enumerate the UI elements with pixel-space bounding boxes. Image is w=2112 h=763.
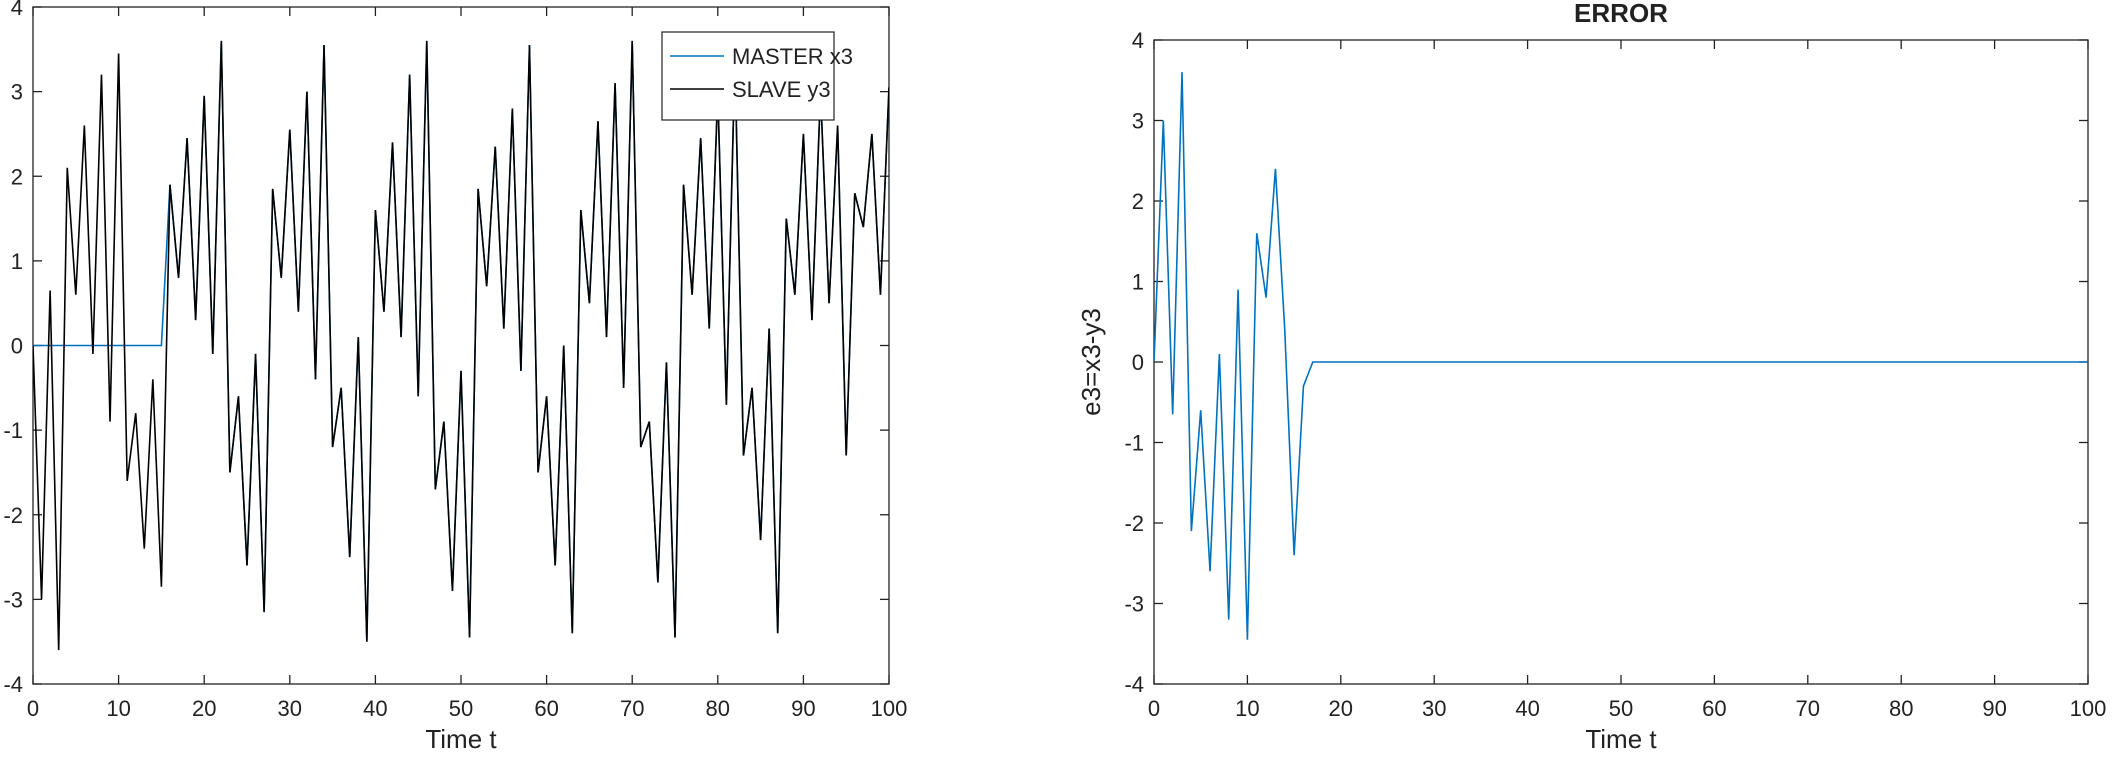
x-tick-label: 20 <box>192 696 216 721</box>
x-tick-label: 60 <box>1702 696 1726 721</box>
y-tick-label: 2 <box>1132 189 1144 214</box>
y-tick-label: -2 <box>3 503 23 528</box>
y-tick-label: -3 <box>1124 592 1144 617</box>
data-line <box>33 40 889 651</box>
legend-label: MASTER x3 <box>732 44 853 69</box>
y-tick-label: -4 <box>1124 672 1144 697</box>
x-tick-label: 40 <box>363 696 387 721</box>
x-tick-label: 80 <box>706 696 730 721</box>
legend <box>661 31 835 121</box>
x-tick-label: 90 <box>1982 696 2006 721</box>
y-tick-label: -4 <box>3 672 23 697</box>
y-tick-label: 1 <box>11 249 23 274</box>
y-tick-label: 3 <box>1132 109 1144 134</box>
x-tick-label: 10 <box>1235 696 1259 721</box>
x-tick-label: 30 <box>278 696 302 721</box>
legend-label: SLAVE y3 <box>732 77 831 102</box>
y-tick-label: -1 <box>1124 431 1144 456</box>
data-line <box>1154 72 2088 640</box>
y-tick-label: 0 <box>1132 350 1144 375</box>
x-tick-label: 60 <box>534 696 558 721</box>
x-tick-label: 0 <box>27 696 39 721</box>
y-tick-label: 2 <box>11 164 23 189</box>
y-tick-label: -3 <box>3 587 23 612</box>
x-tick-label: 80 <box>1889 696 1913 721</box>
y-tick-label: 1 <box>1132 270 1144 295</box>
x-tick-label: 50 <box>449 696 473 721</box>
x-tick-label: 10 <box>106 696 130 721</box>
y-axis-label: e3=x3-y3 <box>1076 308 1106 416</box>
x-axis-label: Time t <box>425 724 497 754</box>
x-tick-label: 50 <box>1609 696 1633 721</box>
x-tick-label: 40 <box>1515 696 1539 721</box>
y-tick-label: 4 <box>11 0 23 20</box>
x-tick-label: 20 <box>1329 696 1353 721</box>
y-tick-label: 3 <box>11 80 23 105</box>
x-tick-label: 70 <box>1796 696 1820 721</box>
x-tick-label: 100 <box>871 696 908 721</box>
y-tick-label: -1 <box>3 418 23 443</box>
y-tick-label: 0 <box>11 334 23 359</box>
y-tick-label: 4 <box>1132 28 1144 53</box>
y-tick-label: -2 <box>1124 511 1144 536</box>
x-tick-label: 100 <box>2070 696 2107 721</box>
x-tick-label: 30 <box>1422 696 1446 721</box>
x-axis-label: Time t <box>1585 724 1657 754</box>
x-tick-label: 0 <box>1148 696 1160 721</box>
x-tick-label: 90 <box>791 696 815 721</box>
x-tick-label: 70 <box>620 696 644 721</box>
chart-title: ERROR <box>1574 0 1668 28</box>
